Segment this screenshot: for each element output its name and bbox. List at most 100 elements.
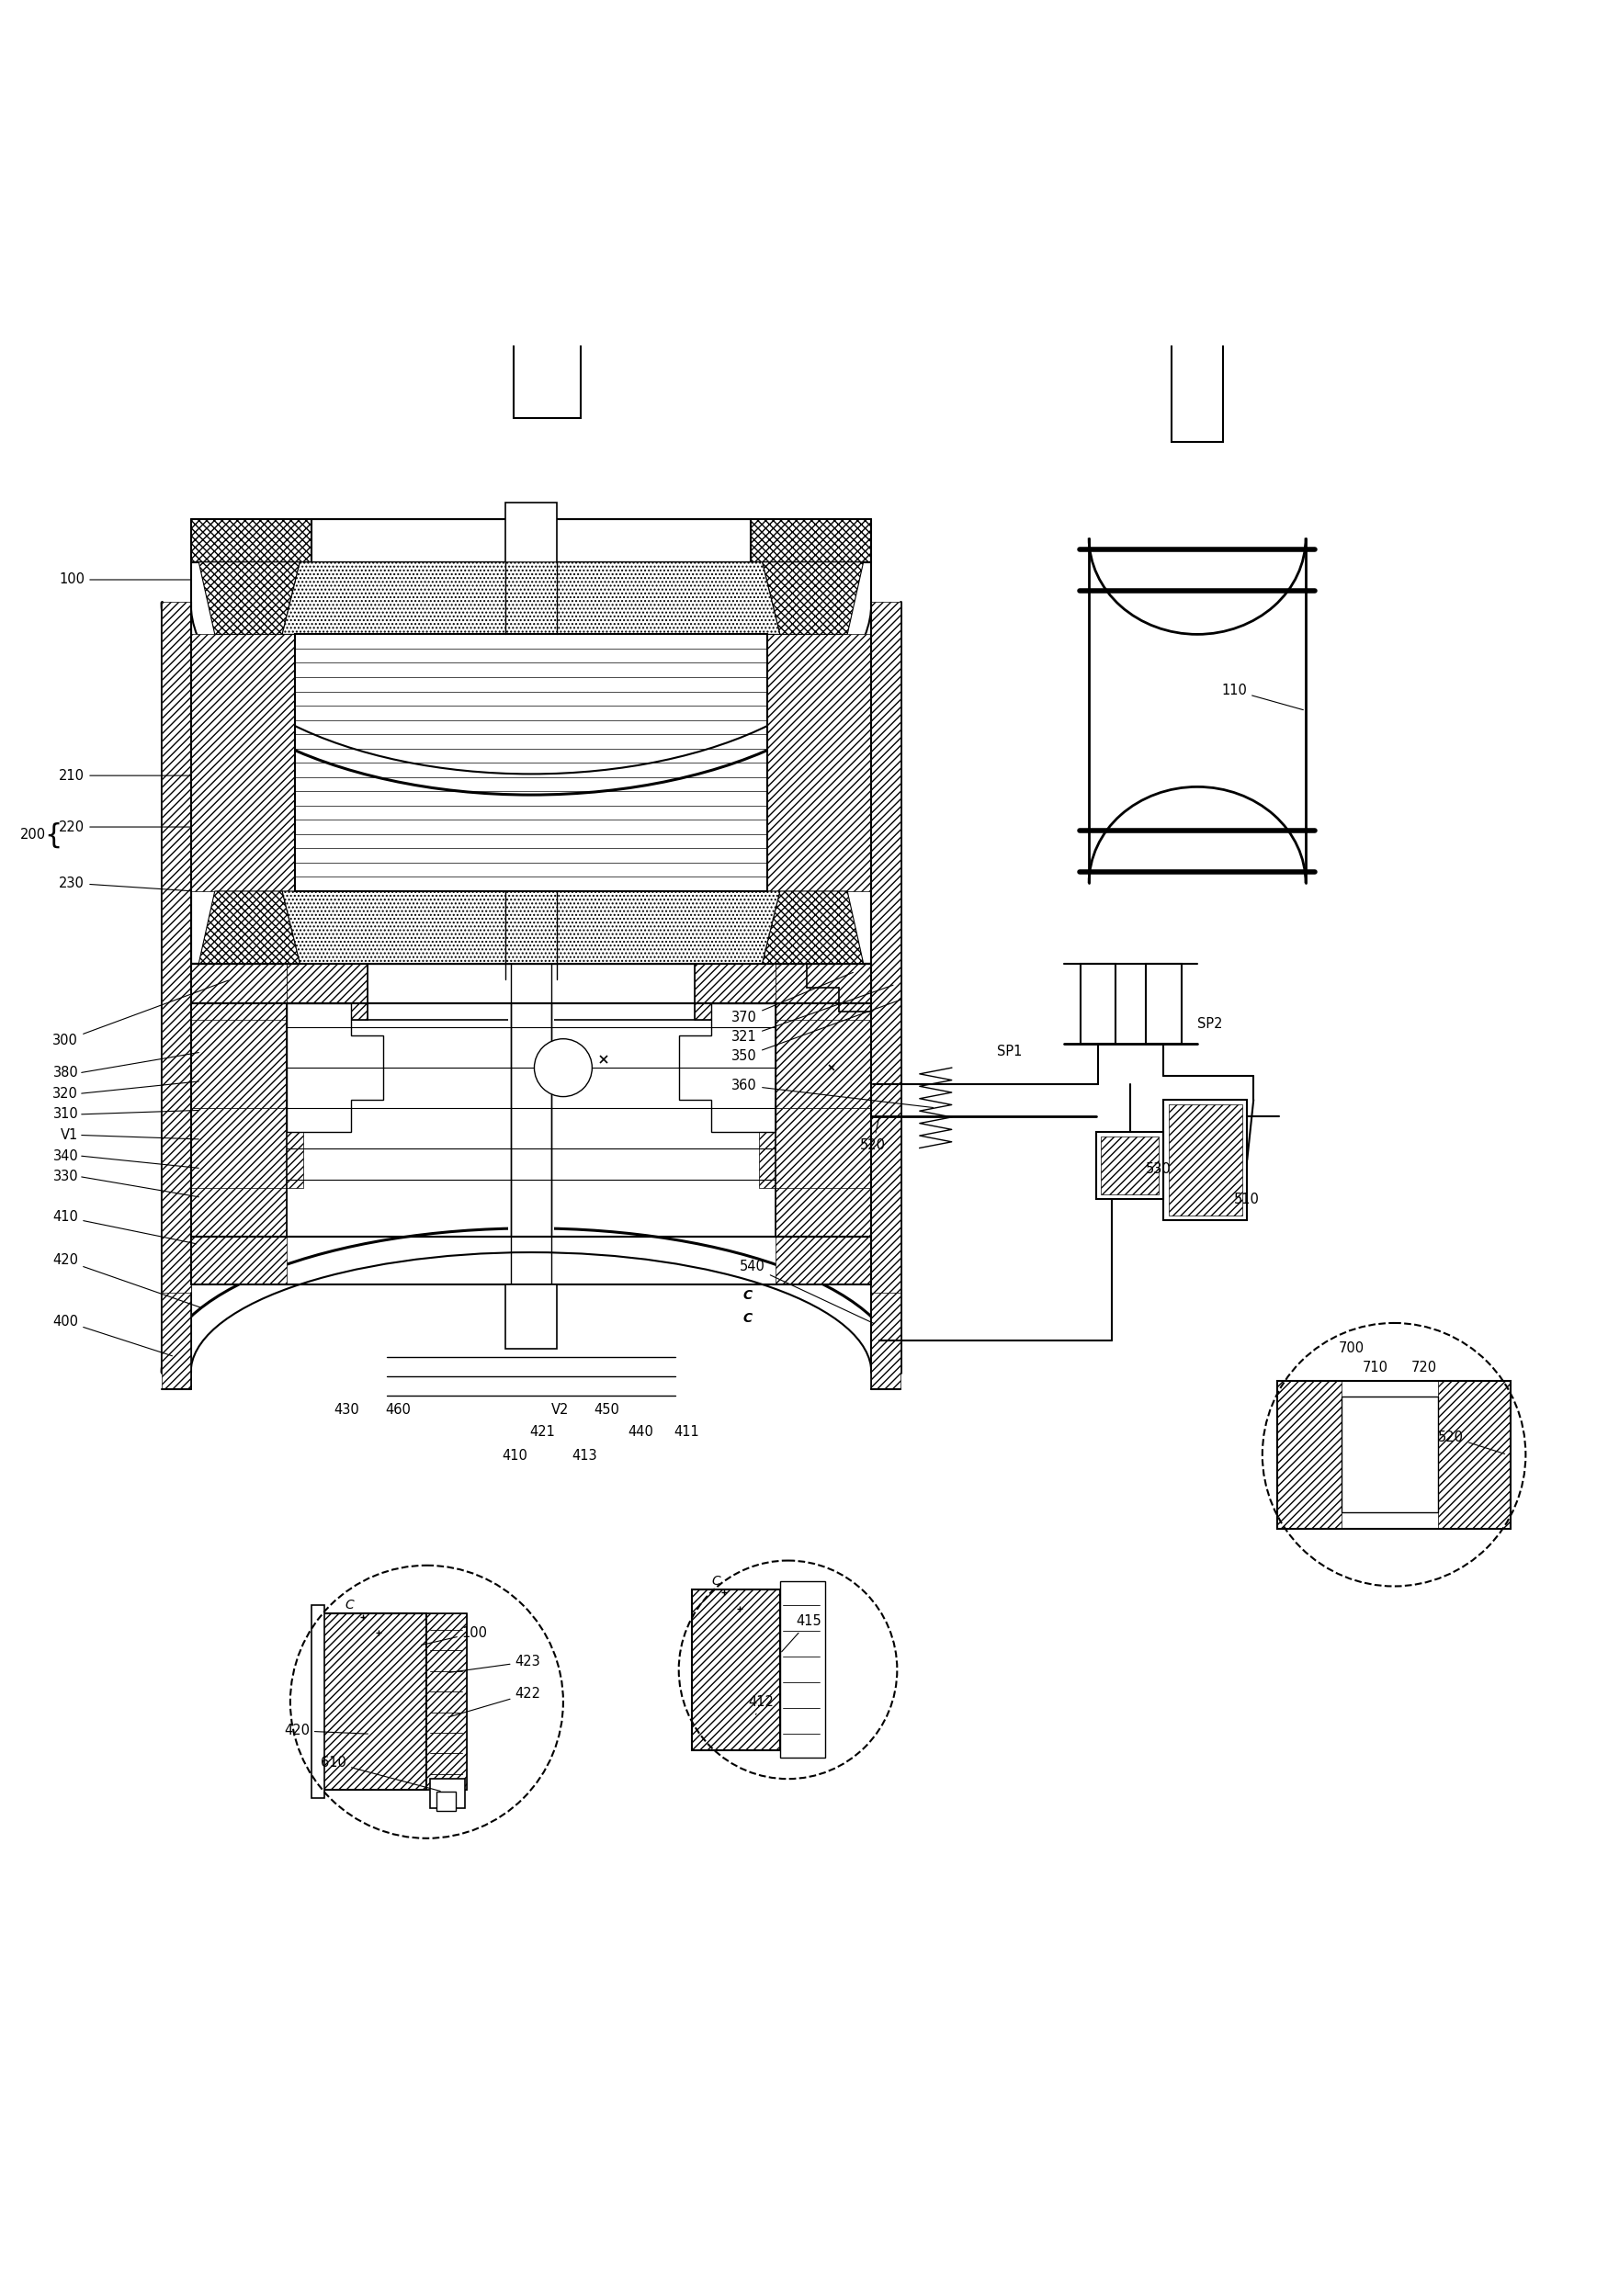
Text: 530: 530: [1147, 1162, 1172, 1176]
Bar: [780, 1582, 825, 1759]
Text: 321: 321: [732, 985, 892, 1045]
Bar: [1169, 1104, 1243, 1215]
Text: 411: 411: [674, 1426, 699, 1440]
Bar: [162, 602, 191, 1373]
Text: 460: 460: [384, 1403, 410, 1417]
Text: 360: 360: [732, 1079, 933, 1107]
Text: 700: 700: [1338, 1341, 1365, 1355]
Bar: [1172, 338, 1224, 441]
Bar: [426, 1614, 466, 1791]
Bar: [1147, 964, 1182, 1045]
Text: 310: 310: [53, 1107, 79, 1120]
Bar: [191, 1235, 288, 1283]
Bar: [191, 964, 288, 1003]
Text: 415: 415: [781, 1614, 822, 1651]
Bar: [191, 1019, 288, 1109]
Bar: [429, 1779, 465, 1807]
Bar: [1097, 1132, 1164, 1199]
Bar: [191, 1109, 302, 1187]
Bar: [322, 1614, 426, 1791]
Text: C: C: [743, 1290, 753, 1302]
Text: 410: 410: [502, 1449, 527, 1463]
Bar: [691, 1589, 780, 1750]
Text: 340: 340: [53, 1148, 79, 1162]
Text: 520: 520: [1438, 1430, 1505, 1453]
Bar: [775, 964, 872, 1003]
Text: 230: 230: [59, 877, 191, 891]
Bar: [508, 1003, 555, 1235]
Text: 300: 300: [53, 980, 228, 1047]
Text: C: C: [743, 1311, 753, 1325]
Bar: [322, 1614, 426, 1791]
Text: 320: 320: [53, 1086, 79, 1100]
Text: 350: 350: [732, 999, 900, 1063]
Text: {: {: [45, 822, 63, 847]
Text: 412: 412: [748, 1694, 773, 1715]
Bar: [436, 1791, 455, 1812]
Bar: [296, 634, 767, 891]
Text: 413: 413: [571, 1449, 597, 1463]
Text: 100: 100: [421, 1626, 487, 1644]
Polygon shape: [288, 1003, 383, 1132]
Text: 410: 410: [53, 1210, 196, 1244]
Text: SP2: SP2: [1198, 1017, 1222, 1031]
Polygon shape: [283, 563, 780, 634]
Text: 100: 100: [59, 572, 191, 585]
Text: V2: V2: [552, 1403, 569, 1417]
Bar: [872, 602, 900, 1373]
Text: SP1: SP1: [997, 1045, 1021, 1058]
Text: 720: 720: [1410, 1362, 1436, 1375]
Text: 423: 423: [449, 1655, 540, 1671]
Bar: [775, 1235, 872, 1283]
Text: 430: 430: [334, 1403, 359, 1417]
Text: 520: 520: [860, 1118, 886, 1153]
Polygon shape: [283, 891, 780, 964]
Bar: [1278, 1380, 1510, 1529]
Bar: [1101, 1137, 1159, 1194]
Bar: [288, 964, 326, 987]
Bar: [191, 1003, 288, 1235]
Text: 220: 220: [59, 820, 191, 833]
Bar: [735, 964, 775, 987]
Text: 510: 510: [1235, 1192, 1261, 1205]
Bar: [691, 1589, 780, 1750]
Text: C: C: [711, 1575, 720, 1589]
Bar: [162, 1293, 191, 1389]
Text: 400: 400: [53, 1316, 172, 1357]
Text: 370: 370: [732, 974, 852, 1024]
Bar: [191, 519, 310, 563]
Bar: [191, 1235, 872, 1283]
Bar: [505, 1283, 556, 1348]
Text: 450: 450: [593, 1403, 619, 1417]
Bar: [505, 503, 556, 579]
Polygon shape: [762, 891, 863, 964]
Polygon shape: [679, 1003, 775, 1132]
Bar: [695, 955, 775, 1019]
Text: C: C: [346, 1598, 354, 1612]
Bar: [310, 519, 751, 563]
Polygon shape: [199, 563, 299, 634]
Text: 380: 380: [53, 1065, 79, 1079]
Text: 110: 110: [1222, 684, 1302, 709]
Bar: [191, 634, 296, 891]
Text: V1: V1: [61, 1127, 79, 1141]
Polygon shape: [199, 891, 299, 964]
Bar: [775, 1019, 872, 1109]
Text: 420: 420: [283, 1724, 368, 1738]
Polygon shape: [762, 563, 863, 634]
Bar: [1164, 1100, 1248, 1219]
Bar: [426, 1614, 466, 1791]
Text: 200: 200: [21, 829, 47, 843]
Bar: [191, 1003, 872, 1235]
Text: 540: 540: [740, 1261, 873, 1322]
Text: 610: 610: [322, 1756, 441, 1791]
Text: 421: 421: [529, 1426, 555, 1440]
Bar: [751, 519, 872, 563]
Text: 422: 422: [449, 1688, 540, 1717]
Text: 330: 330: [53, 1171, 79, 1185]
Bar: [191, 964, 872, 1003]
Text: 440: 440: [627, 1426, 653, 1440]
Bar: [288, 955, 367, 1019]
Bar: [775, 1003, 872, 1235]
Bar: [310, 1605, 323, 1798]
